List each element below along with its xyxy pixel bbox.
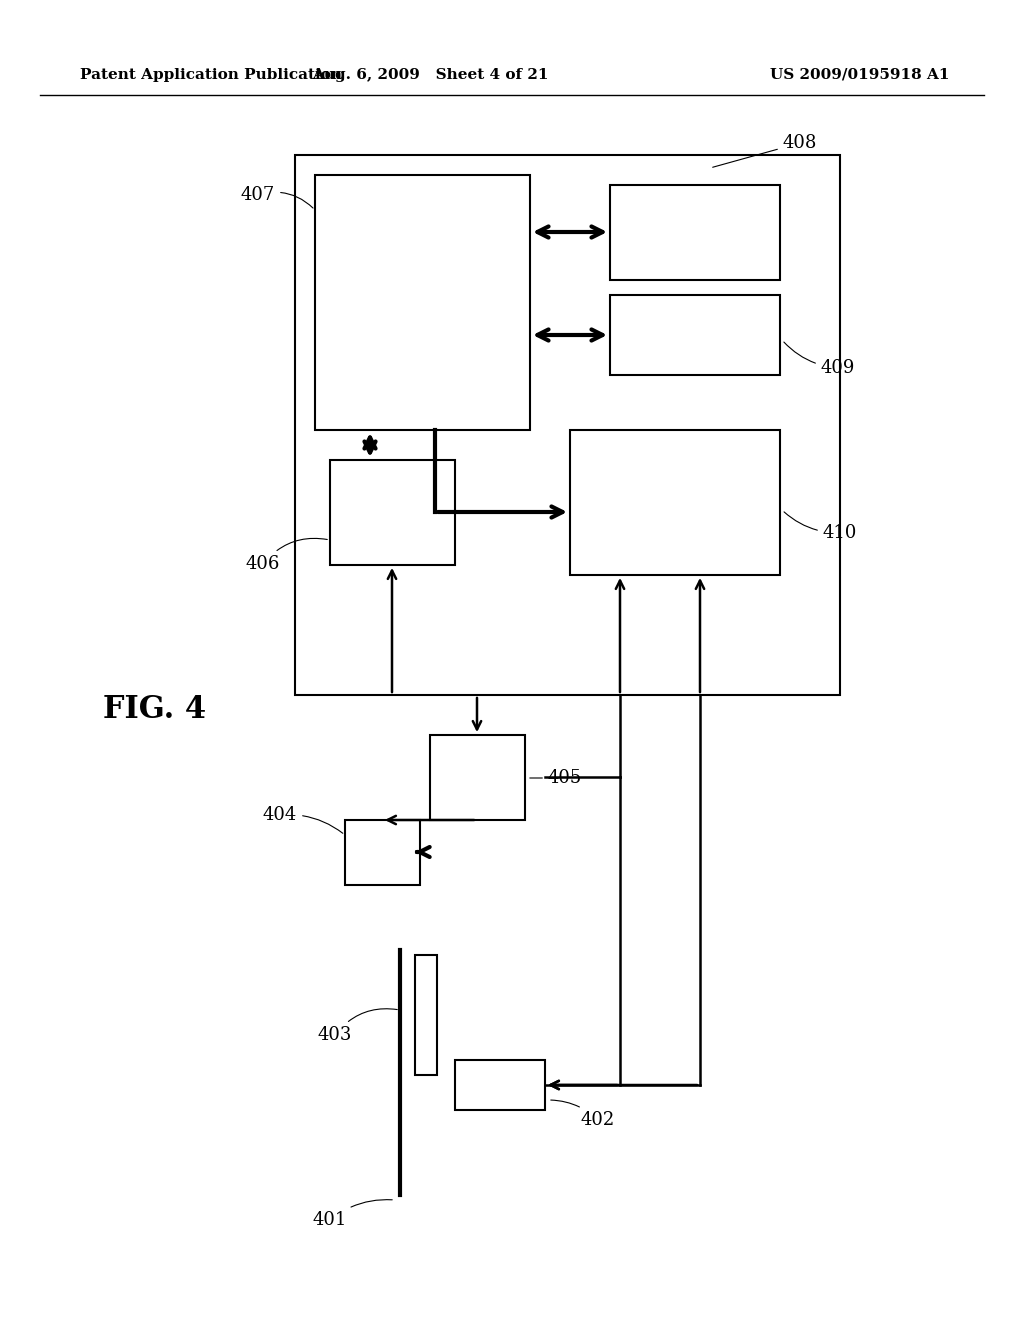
- Bar: [610, 294, 780, 375]
- Text: 406: 406: [246, 539, 328, 573]
- Text: 409: 409: [784, 342, 855, 378]
- Text: Patent Application Publication: Patent Application Publication: [80, 69, 342, 82]
- Text: FIG. 4: FIG. 4: [103, 694, 207, 726]
- Bar: [610, 185, 780, 280]
- Bar: [570, 430, 780, 576]
- Text: 408: 408: [713, 135, 817, 168]
- Bar: [295, 154, 840, 696]
- Text: 401: 401: [312, 1200, 392, 1229]
- Text: 410: 410: [784, 512, 857, 543]
- Text: US 2009/0195918 A1: US 2009/0195918 A1: [770, 69, 949, 82]
- Bar: [315, 176, 530, 430]
- Bar: [345, 820, 420, 884]
- Bar: [455, 1060, 545, 1110]
- Bar: [415, 954, 437, 1074]
- Text: 407: 407: [241, 186, 313, 209]
- Bar: [330, 459, 455, 565]
- Text: 404: 404: [263, 807, 343, 833]
- Text: Aug. 6, 2009   Sheet 4 of 21: Aug. 6, 2009 Sheet 4 of 21: [311, 69, 548, 82]
- Text: 402: 402: [551, 1100, 615, 1129]
- Text: 403: 403: [317, 1008, 397, 1044]
- Text: 405: 405: [529, 770, 582, 787]
- Bar: [430, 735, 525, 820]
